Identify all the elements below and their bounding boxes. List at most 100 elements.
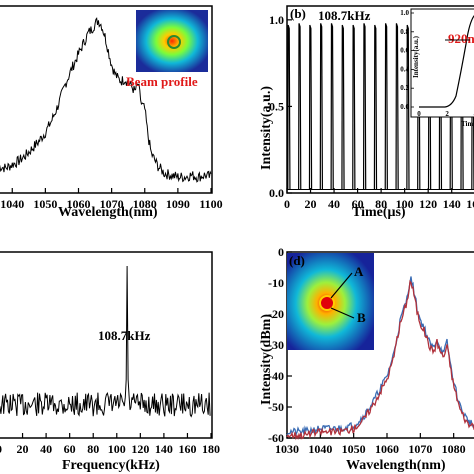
panel-d-ytick-label-4: -40 xyxy=(268,369,284,383)
panel-a-frame xyxy=(0,5,213,194)
panel-d-inset-hotspot xyxy=(319,295,335,311)
panel-c-xtick-label-9: 180 xyxy=(202,442,220,456)
panel-b-pulse-1 xyxy=(298,23,302,190)
beam-profile-image xyxy=(136,10,208,72)
panel-b-xtick-label-1: 20 xyxy=(305,197,317,211)
panel-d-marker-b: B xyxy=(357,310,366,325)
panel-b-inset-ytick-label-0: 0.0 xyxy=(400,103,409,111)
panel-b-pulse-6 xyxy=(352,24,356,190)
panel-b-inset-ylabel: Intensity(a.u.) xyxy=(412,35,420,78)
panel-b-pulse-2 xyxy=(308,24,313,190)
panel-a-xticks: 1040 1050 1060 1070 1080 1090 1100 xyxy=(0,188,223,211)
panel-b-pulse-7 xyxy=(362,23,367,190)
panel-d-ytick-label-1: -10 xyxy=(268,276,284,290)
panel-c-series-line xyxy=(0,265,211,418)
panel-d-arrow-a xyxy=(330,272,353,299)
panel-d-xlabel: Wavelength(nm) xyxy=(346,458,446,473)
panel-d-ytick-label-5: -50 xyxy=(268,400,284,414)
panel-b-pulse-0 xyxy=(287,24,291,190)
panel-b-xtick-label-0: 0 xyxy=(284,197,290,211)
panel-d-xtick-label-2: 1050 xyxy=(342,442,366,456)
panel-b-pulse-11 xyxy=(406,24,410,190)
panel-c-xtick-label-7: 140 xyxy=(155,442,173,456)
panel-a-inset: Beam profile xyxy=(126,10,208,89)
panel-d-xtick-label-4: 1070 xyxy=(408,442,432,456)
panel-c-xlabel: Frequency(kHz) xyxy=(62,458,160,473)
panel-b-inset-xlabel: Time xyxy=(461,120,474,128)
beam-profile-core xyxy=(167,35,181,49)
panel-b-inset-ytick-label-3: 0.6 xyxy=(400,47,409,55)
panel-d-series-red xyxy=(286,279,474,441)
panel-a: 1040 1050 1060 1070 1080 1090 1100 Beam profil… xyxy=(0,5,223,220)
panel-b-xticks: 0 20 40 60 80 100 120 140 160 xyxy=(284,188,474,211)
panel-d-xticks: 1030 1040 1050 1060 1070 1080 xyxy=(275,433,466,456)
panel-a-xtick-label-2: 1060 xyxy=(67,197,91,211)
panel-b: 0.00.51.0 020406080100120140160 (b) 108.… xyxy=(259,5,474,220)
panel-b-xtick-label-7: 140 xyxy=(443,197,461,211)
panel-a-xlabel: Wavelength(nm) xyxy=(58,205,158,220)
panel-c-xtick-label-1: 20 xyxy=(17,442,29,456)
beam-profile-label: Beam profile xyxy=(126,74,198,89)
panel-b-frame xyxy=(286,5,474,194)
panel-b-ytick-label-1: 0.5 xyxy=(269,99,284,113)
panel-b-inset-ytick-label-4: 0.8 xyxy=(400,28,409,36)
panel-d-ytick-label-2: -20 xyxy=(268,307,284,321)
panel-b-xtick-label-6: 120 xyxy=(419,197,437,211)
panel-b-inset-ytick-label-2: 0.4 xyxy=(400,65,409,73)
panel-b-pulse-4 xyxy=(330,23,334,190)
panel-c-xtick-label-4: 80 xyxy=(87,442,99,456)
panel-b-annotation: 108.7kHz xyxy=(318,8,371,23)
panel-c-xtick-label-6: 120 xyxy=(131,442,149,456)
panel-d-marker-a: A xyxy=(354,264,364,279)
panel-a-xtick-label-5: 1090 xyxy=(166,197,190,211)
panel-a-xtick-label-1: 1050 xyxy=(33,197,57,211)
panel-d-xtick-label-3: 1060 xyxy=(375,442,399,456)
panel-b-xtick-label-3: 60 xyxy=(352,197,364,211)
panel-b-pulse-10 xyxy=(395,23,399,190)
panel-b-ylabel: Intensity(a.u.) xyxy=(259,86,274,170)
panel-b-inset-ytick-label-1: 0.2 xyxy=(400,84,409,92)
panel-c-xtick-label-5: 100 xyxy=(108,442,126,456)
panel-b-label: (b) xyxy=(290,6,306,21)
panel-b-yticks: 0.0 0.5 1.0 xyxy=(269,13,292,200)
panel-c-xticks: 0 20 40 60 80 100 120 140 160 180 xyxy=(0,433,220,456)
panel-b-pulse-8 xyxy=(373,24,378,190)
panel-a-series-line xyxy=(0,17,212,183)
panel-c-frame xyxy=(0,251,213,439)
panel-b-pulse-5 xyxy=(341,24,345,190)
panel-b-pulse-9 xyxy=(384,23,388,190)
panel-b-inset-ticks: 0240.00.20.40.60.81.0 xyxy=(400,9,474,118)
panel-d: 0 -10 -20 -30 -40 -50 -60 1030 1040 1050 1060 1070… xyxy=(259,245,474,473)
panel-d-inset: A B (d) xyxy=(287,253,374,350)
panel-a-xtick-label-6: 1100 xyxy=(199,197,222,211)
panel-b-ytick-label-2: 1.0 xyxy=(269,13,284,27)
panel-c-xtick-label-3: 60 xyxy=(64,442,76,456)
panel-d-xtick-label-5: 1080 xyxy=(442,442,466,456)
panel-b-xtick-label-4: 80 xyxy=(375,197,387,211)
panel-d-ytick-label-6: -60 xyxy=(268,431,284,445)
panel-c-xtick-label-0: 0 xyxy=(0,442,2,456)
panel-b-xtick-label-8: 160 xyxy=(466,197,474,211)
panel-b-inset-xtick-0: 0 xyxy=(417,110,421,118)
panel-a-xtick-label-4: 1080 xyxy=(133,197,157,211)
panel-b-xtick-label-2: 40 xyxy=(328,197,340,211)
panel-b-ytick-label-0: 0.0 xyxy=(269,186,284,200)
panel-a-xtick-label-0: 1040 xyxy=(0,197,24,211)
panel-b-inset: 0240.00.20.40.60.81.0 Intensity(a.u.) Ti… xyxy=(400,8,474,128)
panel-d-yticks: 0 -10 -20 -30 -40 -50 -60 xyxy=(268,245,292,445)
panel-d-label: (d) xyxy=(289,253,305,268)
panel-b-xtick-label-5: 100 xyxy=(396,197,414,211)
panel-b-inset-xtick-1: 2 xyxy=(445,110,449,118)
panel-d-ytick-label-0: 0 xyxy=(278,245,284,259)
panel-a-xtick-label-3: 1070 xyxy=(100,197,124,211)
panel-c-xtick-label-2: 40 xyxy=(40,442,52,456)
panel-d-ytick-label-3: -30 xyxy=(268,338,284,352)
panel-d-xtick-label-0: 1030 xyxy=(275,442,299,456)
panel-d-xtick-label-1: 1040 xyxy=(308,442,332,456)
panel-b-inset-frame xyxy=(410,8,474,118)
panel-d-ylabel: Intensity(dBm) xyxy=(259,314,274,405)
panel-b-inset-ytick-label-5: 1.0 xyxy=(400,9,409,17)
panel-c-annotation: 108.7kHz xyxy=(98,328,151,343)
panel-c-xtick-label-8: 160 xyxy=(178,442,196,456)
